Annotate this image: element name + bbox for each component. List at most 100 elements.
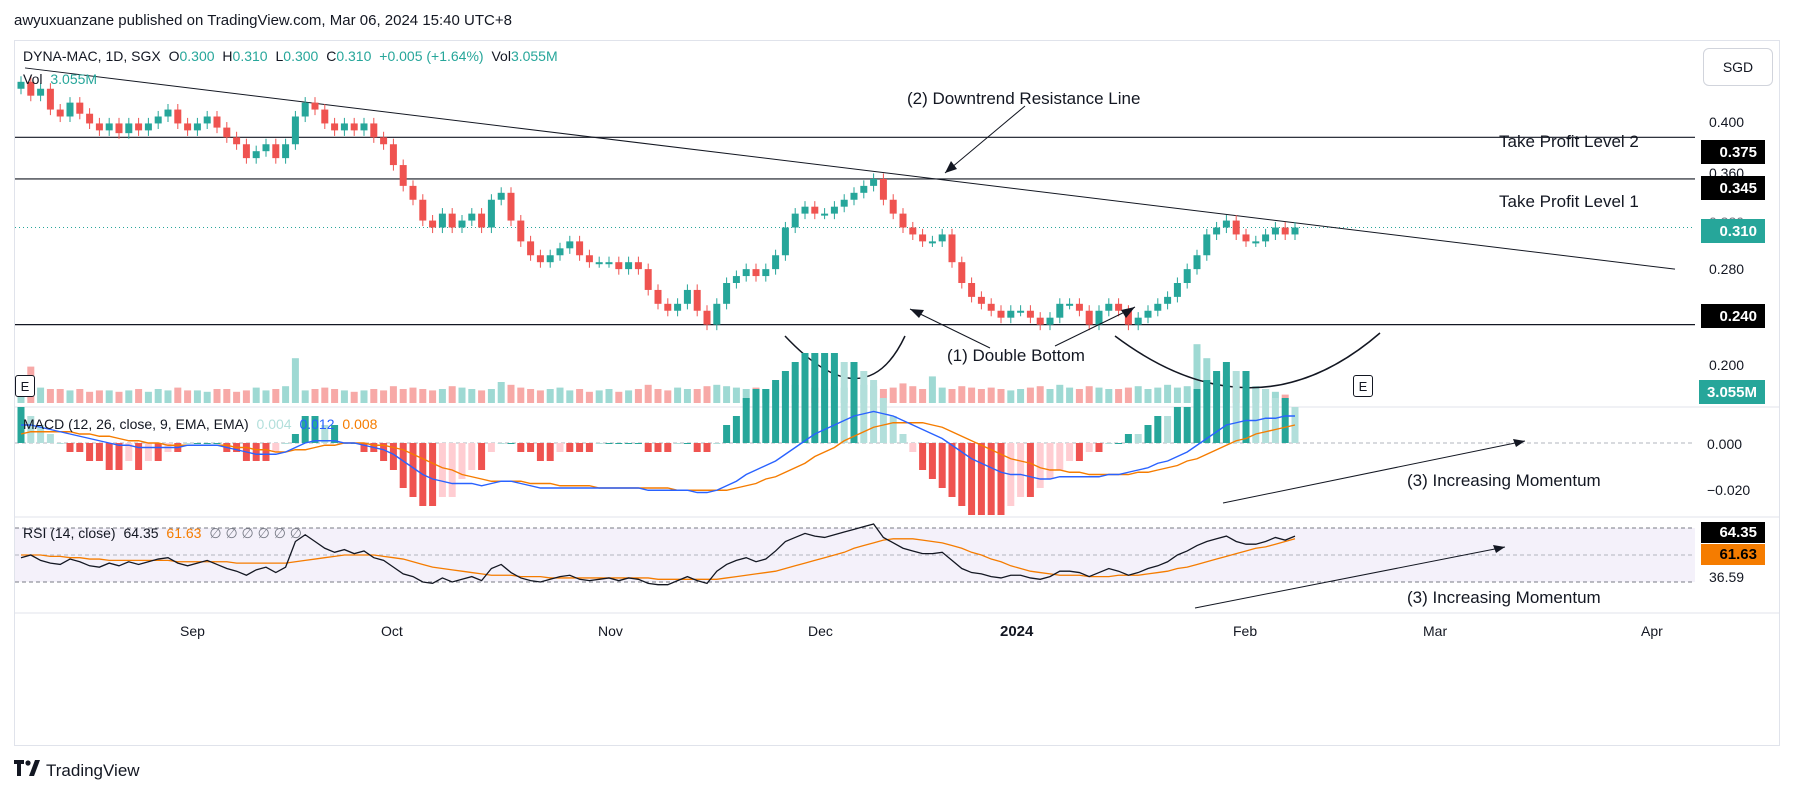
macd-histogram-bar [1262, 389, 1270, 443]
volume-bar [1095, 387, 1103, 403]
candle-body [282, 144, 290, 159]
macd-legend: MACD (12, 26, close, 9, EMA, EMA) 0.004 … [23, 416, 381, 432]
volume-bar [977, 389, 985, 403]
macd-histogram-bar [938, 443, 946, 488]
volume-bar [1154, 387, 1162, 403]
macd-histogram-bar [576, 443, 584, 452]
volume-bar [1066, 387, 1074, 403]
macd-histogram-bar [830, 353, 838, 443]
volume-tag: 3.055M [1698, 380, 1765, 404]
macd-signal-value: 0.008 [342, 416, 378, 432]
candle-body [1134, 317, 1142, 325]
volume-bar [154, 389, 162, 403]
candle-body [595, 262, 603, 265]
candle-body [732, 276, 740, 283]
macd-histogram-bar [615, 443, 623, 444]
macd-histogram-bar [478, 443, 486, 470]
macd-histogram-bar [1026, 443, 1034, 497]
chart-canvas[interactable] [15, 41, 1779, 745]
candle-body [703, 310, 711, 325]
macd-histogram-bar [1222, 362, 1230, 443]
macd-histogram-bar [115, 443, 123, 470]
candle-body [752, 269, 760, 277]
macd-histogram-bar [752, 389, 760, 443]
volume-bar [517, 387, 525, 403]
tradingview-logo[interactable]: TradingView [14, 760, 140, 781]
annotation-resistance: (2) Downtrend Resistance Line [907, 89, 1141, 108]
macd-histogram-bar [1183, 407, 1191, 443]
candle-body [135, 123, 143, 131]
volume-bar [252, 387, 260, 403]
volume-bar [95, 390, 103, 403]
publish-attribution: awyuxuanzane published on TradingView.co… [14, 12, 512, 29]
macd-tick-zero: 0.000 [1707, 436, 1743, 452]
macd-histogram-bar [801, 353, 809, 443]
volume-bar [1007, 390, 1015, 403]
macd-histogram-bar [781, 371, 789, 443]
macd-histogram-bar [693, 443, 701, 452]
volume-bar [37, 387, 45, 403]
volume-bar [272, 389, 280, 403]
volume-bar [56, 389, 64, 403]
earnings-marker-right[interactable]: E [1353, 375, 1373, 397]
legend-high: 0.310 [232, 48, 268, 64]
candle-body [870, 178, 878, 186]
double-bottom-arc-right [1114, 332, 1381, 389]
macd-histogram-bar [899, 434, 907, 443]
legend-vol-label: Vol [491, 48, 511, 64]
volume-bar [66, 390, 74, 403]
macd-histogram-bar [811, 353, 819, 443]
volume-bar [1075, 389, 1083, 403]
candle-body [928, 241, 936, 244]
arrow-momentum-macd-head [1513, 439, 1525, 447]
macd-histogram-bar [262, 443, 270, 461]
macd-tick-neg: −0.020 [1707, 482, 1751, 498]
macd-legend-label: MACD (12, 26, close, 9, EMA, EMA) [23, 416, 249, 432]
macd-histogram-bar [331, 425, 339, 443]
annotation-double-bottom: (1) Double Bottom [947, 346, 1085, 365]
macd-histogram-bar [1203, 380, 1211, 443]
macd-line [21, 410, 1295, 494]
macd-histogram-bar [517, 443, 525, 452]
candle-body [174, 109, 182, 124]
currency-button[interactable]: SGD [1703, 48, 1773, 86]
candle-body [105, 123, 113, 131]
volume-bar [321, 387, 329, 403]
macd-histogram-bar [487, 443, 495, 452]
volume-bar [742, 389, 750, 403]
candle-body [1144, 310, 1152, 318]
candle-body [419, 199, 427, 221]
macd-histogram-bar [742, 398, 750, 443]
macd-histogram-bar [772, 380, 780, 443]
candle-body [1046, 317, 1054, 325]
candle-body [517, 220, 525, 242]
candle-body [389, 144, 397, 166]
macd-histogram-bar [762, 389, 770, 443]
volume-bar [507, 384, 515, 403]
macd-histogram-bar [919, 443, 927, 470]
macd-histogram-bar [1095, 443, 1103, 452]
volume-bar [105, 390, 113, 403]
volume-bar [174, 387, 182, 403]
macd-histogram-bar [644, 443, 652, 452]
macd-histogram-bar [879, 398, 887, 443]
candle-body [144, 123, 152, 131]
volume-bar [76, 389, 84, 403]
candle-body [683, 289, 691, 304]
macd-histogram-bar [1281, 398, 1289, 443]
candle-body [409, 185, 417, 200]
candle-body [997, 310, 1005, 318]
macd-histogram-bar [654, 443, 662, 452]
earnings-marker-left[interactable]: E [15, 375, 35, 397]
candle-body [193, 123, 201, 131]
arrow-double-bottom-right [1054, 306, 1136, 347]
legend-low: 0.300 [283, 48, 319, 64]
macd-histogram-bar [987, 443, 995, 515]
candle-body [566, 241, 574, 249]
volume-bar [585, 391, 593, 403]
level-tag-0240: 0.240 [1701, 304, 1765, 328]
macd-histogram-bar [468, 443, 476, 470]
macd-histogram-bar [27, 416, 35, 443]
volume-bar [144, 391, 152, 403]
volume-bar [919, 389, 927, 403]
